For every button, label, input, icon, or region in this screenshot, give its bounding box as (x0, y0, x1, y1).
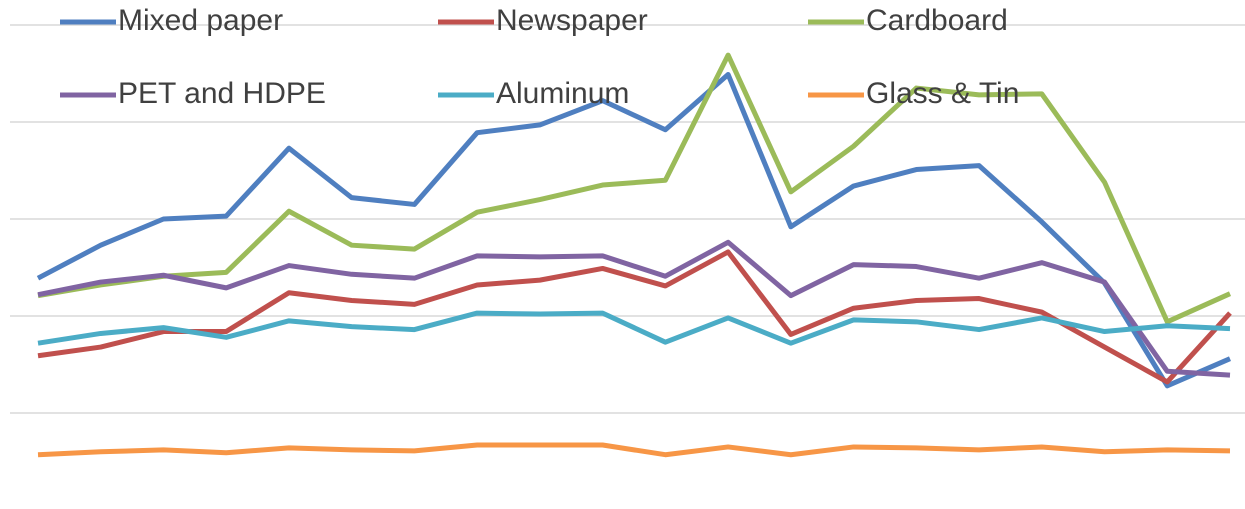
legend-label: Newspaper (496, 4, 648, 37)
legend-label: Cardboard (866, 4, 1008, 37)
data-line (37, 442, 1231, 458)
data-line (36, 71, 1231, 389)
data-line (37, 310, 1231, 346)
data-line (37, 52, 1232, 325)
legend-label: Mixed paper (118, 4, 283, 37)
legend-label: PET and HDPE (118, 77, 326, 110)
data-line (37, 249, 1232, 385)
legend-label: Glass & Tin (866, 77, 1019, 110)
data-line (37, 239, 1231, 378)
legend-label: Aluminum (496, 77, 629, 110)
